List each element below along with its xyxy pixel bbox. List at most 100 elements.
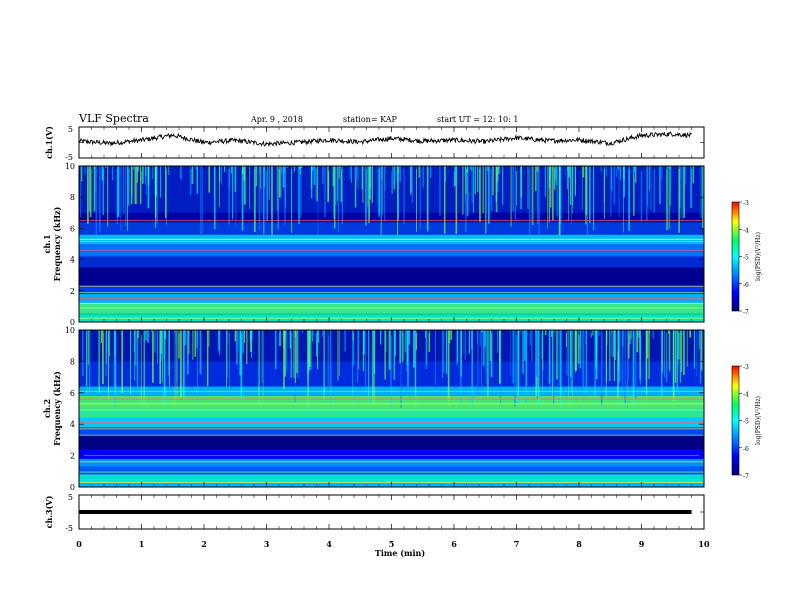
noise-streak bbox=[532, 166, 533, 225]
y-axis-label: ch.3(V) bbox=[44, 495, 54, 528]
noise-streak bbox=[87, 166, 89, 224]
noise-streak bbox=[623, 166, 625, 197]
noise-streak bbox=[183, 330, 185, 398]
noise-streak bbox=[456, 166, 458, 234]
noise-streak bbox=[168, 330, 169, 376]
noise-streak bbox=[250, 330, 251, 341]
noise-streak bbox=[353, 330, 354, 365]
noise-streak bbox=[524, 330, 525, 361]
noise-streak bbox=[236, 166, 237, 227]
noise-streak bbox=[582, 330, 583, 396]
noise-streak bbox=[88, 330, 89, 365]
noise-streak bbox=[427, 166, 428, 232]
noise-streak bbox=[601, 330, 603, 405]
noise-streak bbox=[407, 330, 409, 386]
noise-streak bbox=[350, 166, 351, 180]
noise-streak bbox=[549, 330, 550, 384]
noise-streak bbox=[498, 166, 499, 192]
noise-streak bbox=[232, 166, 233, 219]
noise-streak bbox=[214, 166, 216, 229]
noise-streak bbox=[404, 330, 405, 360]
noise-streak bbox=[465, 330, 466, 360]
noise-streak bbox=[316, 330, 317, 357]
noise-streak bbox=[85, 166, 86, 175]
noise-streak bbox=[536, 330, 538, 377]
noise-streak bbox=[337, 166, 338, 201]
noise-streak bbox=[135, 330, 136, 365]
noise-streak bbox=[255, 166, 256, 232]
noise-streak bbox=[634, 330, 635, 408]
noise-streak bbox=[613, 166, 615, 204]
noise-streak bbox=[118, 166, 120, 217]
noise-streak bbox=[648, 330, 649, 379]
noise-streak bbox=[115, 330, 116, 407]
noise-streak bbox=[165, 166, 166, 218]
noise-streak bbox=[246, 330, 247, 364]
noise-streak bbox=[190, 166, 192, 195]
noise-streak bbox=[155, 166, 156, 218]
noise-streak bbox=[430, 166, 431, 178]
noise-streak bbox=[399, 330, 401, 363]
noise-streak bbox=[358, 166, 359, 189]
noise-streak bbox=[80, 166, 81, 217]
noise-streak bbox=[117, 166, 118, 224]
noise-streak bbox=[258, 330, 259, 406]
noise-streak bbox=[415, 330, 416, 407]
noise-streak bbox=[296, 330, 298, 373]
noise-streak bbox=[334, 166, 335, 219]
noise-streak bbox=[531, 166, 532, 228]
noise-streak bbox=[82, 330, 83, 376]
frequency-layer bbox=[79, 435, 704, 449]
noise-streak bbox=[358, 330, 359, 343]
noise-streak bbox=[485, 166, 486, 234]
noise-streak bbox=[160, 166, 161, 198]
x-tick-label: 6 bbox=[451, 539, 457, 549]
noise-streak bbox=[368, 166, 369, 207]
x-tick-label: 10 bbox=[698, 539, 710, 549]
noise-streak bbox=[687, 330, 688, 367]
noise-streak bbox=[553, 330, 554, 404]
noise-streak bbox=[547, 166, 548, 229]
noise-streak bbox=[460, 330, 461, 405]
noise-streak bbox=[339, 330, 340, 376]
ch1-trace-line bbox=[79, 132, 692, 146]
noise-streak bbox=[666, 330, 667, 382]
noise-streak bbox=[701, 166, 703, 218]
noise-streak bbox=[336, 166, 337, 206]
noise-streak bbox=[615, 330, 616, 360]
x-tick-label: 9 bbox=[639, 539, 645, 549]
noise-streak bbox=[96, 166, 98, 234]
noise-streak bbox=[135, 166, 137, 204]
noise-streak bbox=[286, 330, 287, 371]
noise-streak bbox=[560, 330, 562, 407]
noise-streak bbox=[552, 166, 553, 170]
noise-streak bbox=[683, 330, 685, 375]
noise-streak bbox=[157, 330, 158, 363]
noise-streak bbox=[580, 330, 582, 368]
noise-streak bbox=[565, 166, 566, 176]
noise-streak bbox=[382, 166, 383, 215]
noise-streak bbox=[634, 166, 636, 172]
noise-streak bbox=[477, 166, 478, 192]
noise-streak bbox=[238, 330, 239, 351]
noise-streak bbox=[163, 330, 164, 359]
noise-streak bbox=[147, 330, 149, 343]
colorbar-label: log(PSD)(V²/Hz) bbox=[755, 232, 762, 281]
noise-streak bbox=[682, 166, 683, 222]
frequency-layer bbox=[79, 303, 704, 314]
noise-streak bbox=[144, 330, 145, 406]
noise-streak bbox=[496, 166, 498, 212]
noise-streak bbox=[568, 330, 569, 407]
noise-streak bbox=[515, 166, 516, 219]
noise-streak bbox=[218, 330, 220, 351]
colorbar-gradient bbox=[732, 202, 739, 311]
noise-streak bbox=[277, 166, 278, 210]
noise-streak bbox=[483, 330, 485, 366]
noise-streak bbox=[397, 166, 398, 235]
y-tick-label: -5 bbox=[65, 153, 73, 162]
noise-streak bbox=[567, 166, 568, 189]
noise-streak bbox=[659, 166, 661, 204]
noise-streak bbox=[283, 166, 285, 188]
noise-streak bbox=[531, 330, 532, 361]
noise-streak bbox=[611, 330, 613, 357]
